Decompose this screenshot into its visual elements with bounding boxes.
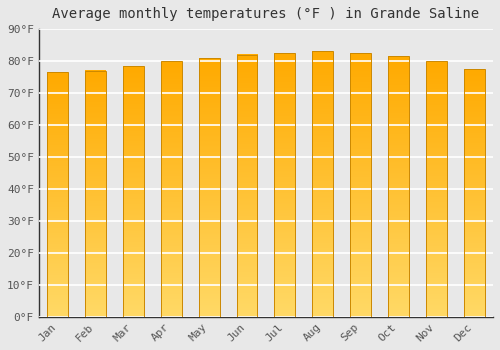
Bar xyxy=(464,69,484,317)
Title: Average monthly temperatures (°F ) in Grande Saline: Average monthly temperatures (°F ) in Gr… xyxy=(52,7,480,21)
Bar xyxy=(85,71,106,317)
Bar xyxy=(274,53,295,317)
Bar xyxy=(312,51,333,317)
Bar xyxy=(123,66,144,317)
Bar xyxy=(350,53,371,317)
Bar xyxy=(161,61,182,317)
Bar xyxy=(48,72,68,317)
Bar xyxy=(236,55,258,317)
Bar xyxy=(198,58,220,317)
Bar xyxy=(388,56,409,317)
Bar xyxy=(426,61,446,317)
